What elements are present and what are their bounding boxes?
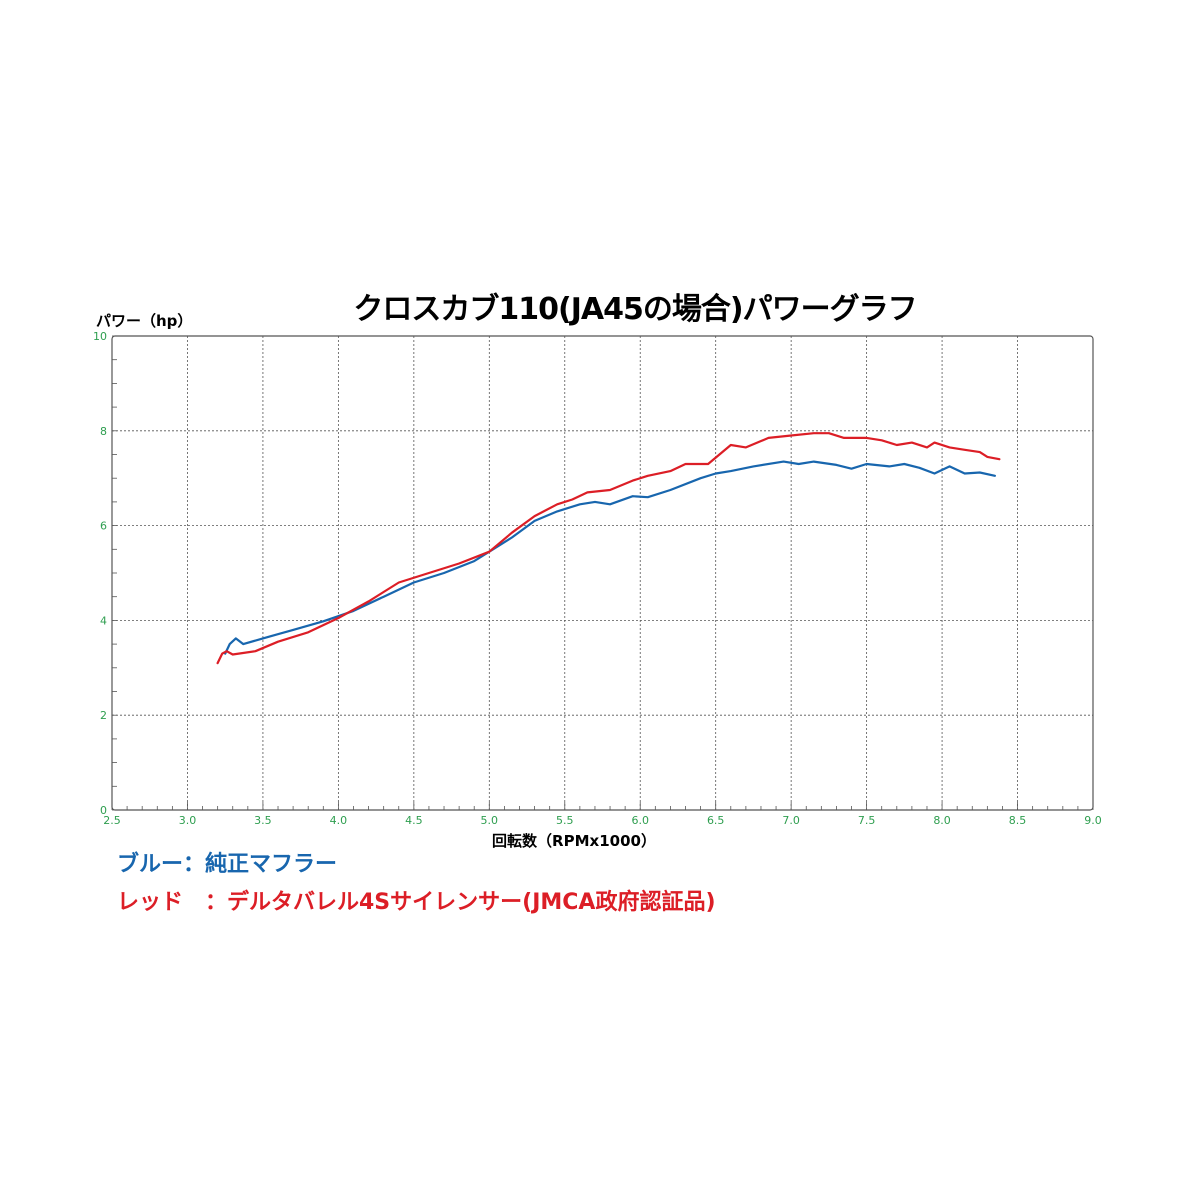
y-tick-label: 2 [100,709,107,722]
y-tick-label: 6 [100,520,107,533]
y-tick-label: 10 [93,330,107,343]
legend-blue: ブルー：純正マフラー [117,846,337,878]
y-tick-label: 4 [100,614,107,627]
y-tick-label: 0 [100,804,107,817]
x-axis-label: 回転数（RPMx1000） [492,832,656,850]
x-tick-label: 6.5 [707,814,725,827]
chart-title: クロスカブ110(JA45の場合)パワーグラフ [353,292,917,327]
gridlines [112,336,1093,810]
x-tick-label: 3.5 [254,814,272,827]
legend-red: レッド ：デルタバレル4Sサイレンサー(JMCA政府認証品) [117,884,716,916]
plot-frame [111,335,1094,811]
x-tick-label: 8.0 [933,814,951,827]
series-line-delta-barrel [216,432,1001,665]
x-tick-label: 5.5 [556,814,574,827]
x-tick-label: 7.0 [782,814,800,827]
x-tick-labels: 2.5 3.0 3.5 4.0 4.5 5.0 5.5 6.0 6.5 7.0 7.5 8.0 8.5 9… [103,814,1102,827]
series-line-stock-muffler [224,460,996,655]
minor-ticks [111,335,1094,811]
y-axis-label: パワー（hp） [96,312,192,330]
legend-blue-label: ブルー：純正マフラー [117,852,338,877]
series-lines [216,432,1001,665]
x-tick-label: 9.0 [1084,814,1102,827]
legend-red-label: レッド ：デルタバレル4Sサイレンサー(JMCA政府認証品) [117,890,716,915]
x-tick-label: 3.0 [179,814,197,827]
x-tick-label: 8.5 [1009,814,1027,827]
x-tick-label: 4.5 [405,814,423,827]
x-tick-label: 5.0 [481,814,499,827]
y-tick-labels: 0 2 4 6 8 10 [93,330,107,817]
x-tick-label: 4.0 [330,814,348,827]
x-tick-label: 6.0 [631,814,649,827]
y-tick-label: 8 [100,425,107,438]
x-tick-label: 7.5 [858,814,876,827]
x-tick-label: 2.5 [103,814,121,827]
